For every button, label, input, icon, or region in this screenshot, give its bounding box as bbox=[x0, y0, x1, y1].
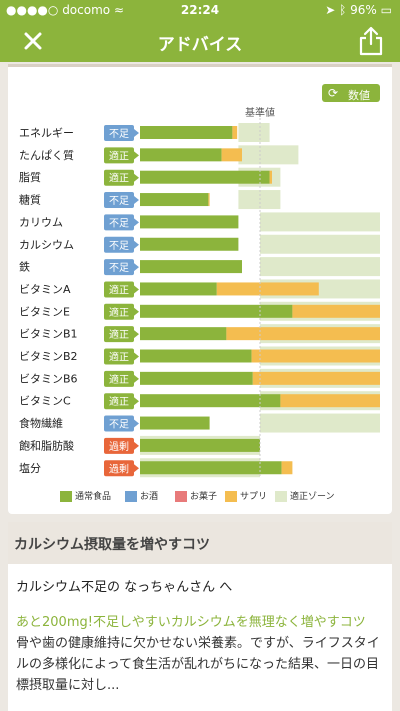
clock: 22:24 bbox=[180, 3, 220, 17]
close-icon[interactable] bbox=[18, 26, 48, 56]
advice-heading: カルシウム摂取量を増やすコツ bbox=[14, 537, 210, 553]
battery-percent: 96% bbox=[350, 3, 377, 17]
show-values-label: 数値 bbox=[348, 89, 370, 102]
show-values-button[interactable]: ⟳ 数値 bbox=[322, 84, 380, 102]
legend-label: お酒 bbox=[140, 492, 159, 502]
legend-item: サプリ bbox=[225, 489, 267, 502]
page-title: アドバイス bbox=[157, 35, 243, 55]
legend-swatch bbox=[175, 491, 187, 502]
legend-label: サプリ bbox=[240, 492, 268, 502]
location-icon: ➤ bbox=[325, 3, 336, 17]
carrier-label: ●●●●○ docomo ≈ bbox=[6, 3, 124, 17]
legend-item: 通常食品 bbox=[60, 489, 111, 502]
carrier-name: docomo bbox=[62, 3, 111, 17]
legend-item: お酒 bbox=[125, 489, 158, 502]
legend-swatch bbox=[225, 491, 237, 502]
advice-header bbox=[8, 522, 392, 564]
legend-label: 適正ゾーン bbox=[290, 492, 335, 502]
nutrition-chart-card bbox=[8, 64, 392, 514]
legend-label: 通常食品 bbox=[75, 492, 112, 502]
refresh-icon: ⟳ bbox=[328, 86, 339, 100]
advice-greeting: カルシウム不足の なっちゃんさん へ bbox=[16, 580, 233, 595]
card-divider bbox=[8, 64, 392, 67]
signal-icon: ●●●●○ bbox=[6, 3, 59, 17]
legend-swatch bbox=[125, 491, 137, 502]
status-bar: ●●●●○ docomo ≈ 22:24 ➤ ᛒ 96% ▭ bbox=[0, 0, 400, 20]
legend-item: 適正ゾーン bbox=[275, 489, 335, 502]
nav-bar: アドバイス bbox=[0, 20, 400, 62]
legend-swatch bbox=[60, 491, 72, 502]
chart-legend: 通常食品 お酒 お菓子 サプリ 適正ゾーン bbox=[60, 489, 380, 503]
battery-icon: ▭ bbox=[380, 3, 392, 17]
legend-item: お菓子 bbox=[175, 489, 217, 502]
wifi-icon: ≈ bbox=[113, 3, 125, 17]
advice-body: 骨や歯の健康維持に欠かせない栄養素。ですが、ライフスタイルの多様化によって食生活… bbox=[16, 636, 380, 693]
status-right: ➤ ᛒ 96% ▭ bbox=[325, 3, 392, 17]
share-icon[interactable] bbox=[356, 25, 386, 57]
advice-lead[interactable]: あと200mg!不足しやすいカルシウムを無理なく増やすコツ bbox=[16, 615, 366, 630]
bluetooth-icon: ᛒ bbox=[339, 3, 347, 17]
advice-card[interactable]: カルシウム摂取量を増やすコツ カルシウム不足の なっちゃんさん へ あと200m… bbox=[8, 522, 392, 711]
legend-swatch bbox=[275, 491, 287, 502]
legend-label: お菓子 bbox=[190, 492, 218, 502]
